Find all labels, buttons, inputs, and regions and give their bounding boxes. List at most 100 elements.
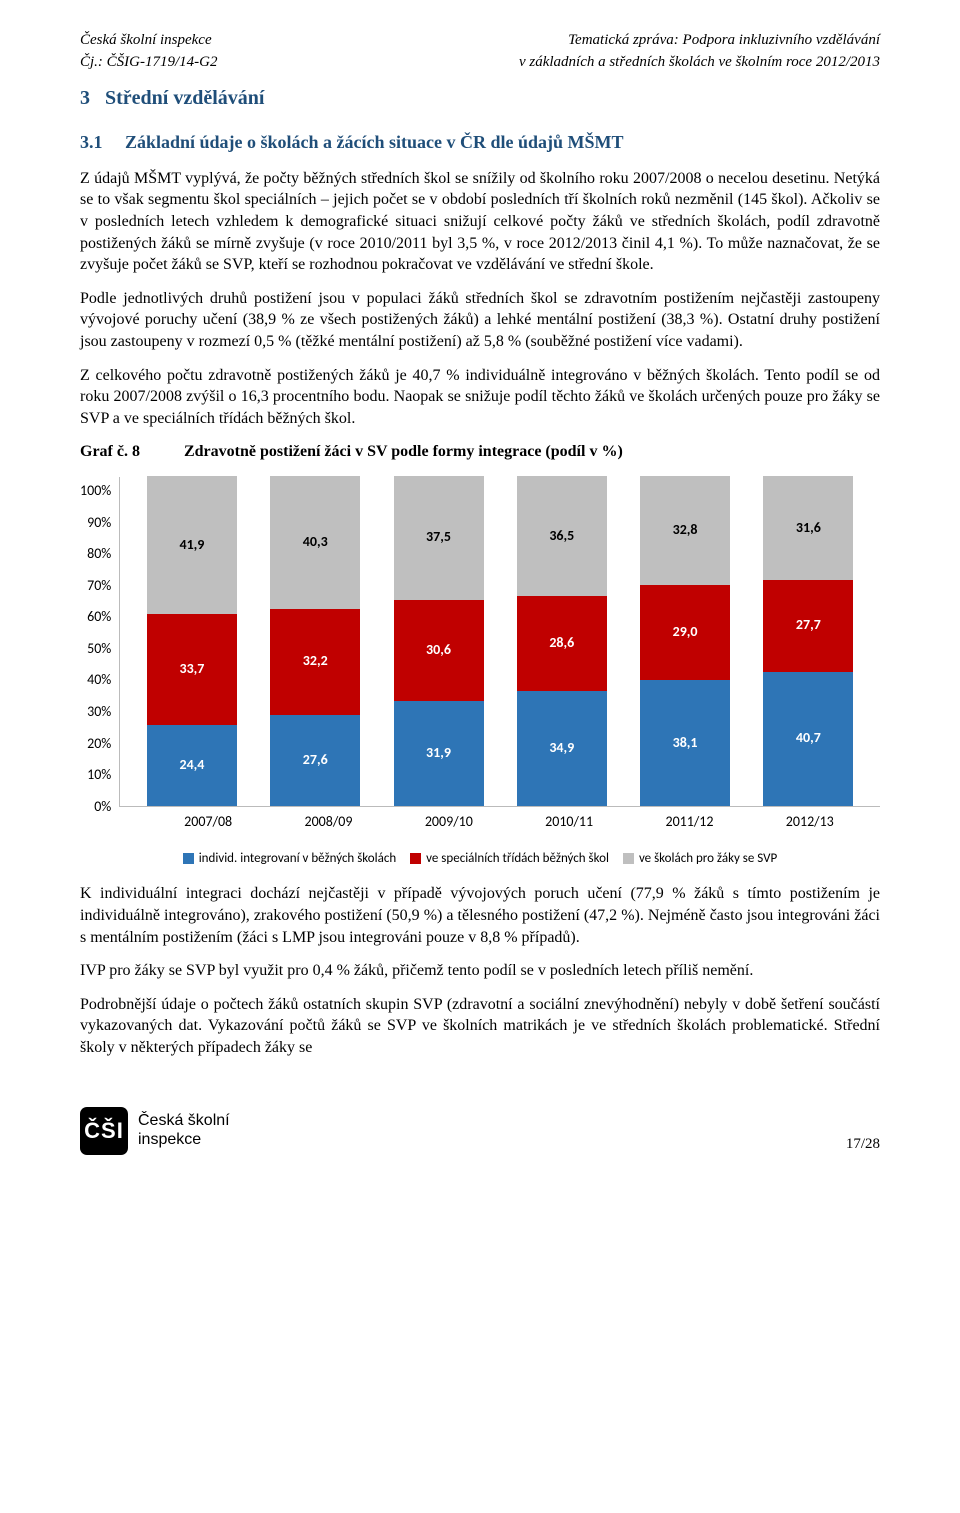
header-right-top: Tematická zpráva: Podpora inkluzivního v… xyxy=(568,30,880,50)
y-tick: 80% xyxy=(87,547,111,561)
header-left-bottom: Čj.: ČŠIG-1719/14-G2 xyxy=(80,52,218,72)
legend-label: individ. integrovaní v běžných školách xyxy=(199,850,396,868)
logo-mark-icon: ČŠI xyxy=(80,1107,128,1155)
bar-value-label: 27,7 xyxy=(796,616,821,635)
section-title: 3 Střední vzdělávání xyxy=(80,85,880,112)
bar-value-label: 40,3 xyxy=(303,533,328,552)
bar-segment-top: 40,3 xyxy=(270,476,360,609)
chart-caption: Graf č. 8 Zdravotně postižení žáci v SV … xyxy=(80,441,880,463)
logo-text-2: inspekce xyxy=(138,1131,230,1149)
bar-value-label: 38,1 xyxy=(673,734,698,753)
subsection-text: Základní údaje o školách a žácích situac… xyxy=(125,132,624,152)
subsection-title: 3.1 Základní údaje o školách a žácích si… xyxy=(80,130,880,154)
bar-segment-bottom: 38,1 xyxy=(640,680,730,806)
y-tick: 70% xyxy=(87,579,111,593)
bar-value-label: 33,7 xyxy=(179,660,204,679)
y-tick: 40% xyxy=(87,673,111,687)
bar-segment-top: 37,5 xyxy=(394,476,484,600)
logo-text-1: Česká školní xyxy=(138,1112,230,1130)
bar-value-label: 41,9 xyxy=(179,536,204,555)
bar-segment-bottom: 27,6 xyxy=(270,715,360,806)
legend-label: ve speciálních třídách běžných škol xyxy=(426,850,609,868)
subsection-num: 3.1 xyxy=(80,132,103,152)
bar-segment-middle: 30,6 xyxy=(394,600,484,701)
x-tick: 2010/11 xyxy=(524,813,614,832)
bar-value-label: 27,6 xyxy=(303,751,328,770)
bar-segment-middle: 33,7 xyxy=(147,614,237,725)
bar-segment-bottom: 24,4 xyxy=(147,725,237,806)
bar-column: 38,1 29,0 32,8 xyxy=(640,476,730,806)
legend-item: ve školách pro žáky se SVP xyxy=(623,850,777,868)
header-right-bottom: v základních a středních školách ve škol… xyxy=(519,52,880,72)
bar-segment-bottom: 40,7 xyxy=(763,672,853,806)
bar-column: 24,4 33,7 41,9 xyxy=(147,476,237,806)
bar-value-label: 32,2 xyxy=(303,652,328,671)
bar-value-label: 31,6 xyxy=(796,519,821,538)
chart-y-axis: 100%90%80%70%60%50%40%30%20%10%0% xyxy=(80,477,119,807)
bar-column: 27,6 32,2 40,3 xyxy=(270,476,360,806)
y-tick: 100% xyxy=(80,484,111,498)
bar-segment-middle: 29,0 xyxy=(640,585,730,681)
logo-text: Česká školní inspekce xyxy=(138,1112,230,1149)
paragraph-3: Z celkového počtu zdravotně postižených … xyxy=(80,365,880,430)
chart: 100% 90% 80% 70% 60% 50% 40% 30% 20% 10% 0% 24,4 33… xyxy=(80,473,880,867)
section-num: 3 xyxy=(80,87,90,109)
x-tick: 2011/12 xyxy=(644,813,734,832)
chart-x-axis: 2007/08 2008/09 2009/10 2010/11 2011/12 2012/… xyxy=(138,807,880,832)
bar-value-label: 30,6 xyxy=(426,641,451,660)
bar-value-label: 29,0 xyxy=(673,623,698,642)
paragraph-1: Z údajů MŠMT vyplývá, že počty běžných s… xyxy=(80,168,880,276)
bar-value-label: 36,5 xyxy=(549,527,574,546)
bar-value-label: 37,5 xyxy=(426,528,451,547)
legend-item: individ. integrovaní v běžných školách xyxy=(183,850,396,868)
header-row-2: Čj.: ČŠIG-1719/14-G2 v základních a stře… xyxy=(80,52,880,72)
bar-segment-middle: 32,2 xyxy=(270,609,360,715)
bar-value-label: 32,8 xyxy=(673,521,698,540)
x-tick: 2009/10 xyxy=(404,813,494,832)
bar-segment-bottom: 34,9 xyxy=(517,691,607,806)
page-number: 17/28 xyxy=(846,1134,880,1154)
chart-caption-title: Zdravotně postižení žáci v SV podle form… xyxy=(184,443,623,460)
bar-segment-top: 41,9 xyxy=(147,476,237,614)
y-tick: 60% xyxy=(87,610,111,624)
bar-column: 31,9 30,6 37,5 xyxy=(394,476,484,806)
bar-column: 40,7 27,7 31,6 xyxy=(763,476,853,806)
chart-legend: individ. integrovaní v běžných školách ve… xyxy=(80,850,880,868)
bar-value-label: 28,6 xyxy=(549,634,574,653)
header-row-1: Česká školní inspekce Tematická zpráva: … xyxy=(80,30,880,50)
legend-swatch-icon xyxy=(623,853,634,864)
bar-segment-middle: 27,7 xyxy=(763,580,853,671)
paragraph-5: IVP pro žáky se SVP byl využit pro 0,4 %… xyxy=(80,960,880,982)
y-tick: 20% xyxy=(87,737,111,751)
paragraph-6: Podrobnější údaje o počtech žáků ostatní… xyxy=(80,994,880,1059)
bar-segment-bottom: 31,9 xyxy=(394,701,484,806)
bar-value-label: 31,9 xyxy=(426,744,451,763)
logo: ČŠI Česká školní inspekce xyxy=(80,1107,230,1155)
paragraph-4: K individuální integraci dochází nejčast… xyxy=(80,883,880,948)
bar-segment-top: 32,8 xyxy=(640,476,730,584)
paragraph-2: Podle jednotlivých druhů postižení jsou … xyxy=(80,288,880,353)
legend-item: ve speciálních třídách běžných škol xyxy=(410,850,609,868)
bar-value-label: 24,4 xyxy=(179,756,204,775)
legend-label: ve školách pro žáky se SVP xyxy=(639,850,777,868)
header-left-top: Česká školní inspekce xyxy=(80,30,212,50)
x-tick: 2012/13 xyxy=(765,813,855,832)
page-footer: ČŠI Česká školní inspekce 17/28 xyxy=(80,1107,880,1155)
legend-swatch-icon xyxy=(410,853,421,864)
bar-segment-top: 31,6 xyxy=(763,476,853,580)
y-tick: 0% xyxy=(94,800,111,814)
legend-swatch-icon xyxy=(183,853,194,864)
chart-caption-label: Graf č. 8 xyxy=(80,443,140,460)
bar-value-label: 40,7 xyxy=(796,729,821,748)
y-tick: 10% xyxy=(87,768,111,782)
bar-column: 34,9 28,6 36,5 xyxy=(517,476,607,806)
chart-plot-area: 24,4 33,7 41,9 27,6 32,2 40,3 31,9 30,6 37,5 34,9… xyxy=(119,477,880,807)
section-text: Střední vzdělávání xyxy=(105,87,264,109)
y-tick: 50% xyxy=(87,642,111,656)
y-tick: 30% xyxy=(87,705,111,719)
bar-segment-middle: 28,6 xyxy=(517,596,607,690)
y-tick: 90% xyxy=(87,516,111,530)
x-tick: 2007/08 xyxy=(163,813,253,832)
bar-value-label: 34,9 xyxy=(549,739,574,758)
x-tick: 2008/09 xyxy=(283,813,373,832)
